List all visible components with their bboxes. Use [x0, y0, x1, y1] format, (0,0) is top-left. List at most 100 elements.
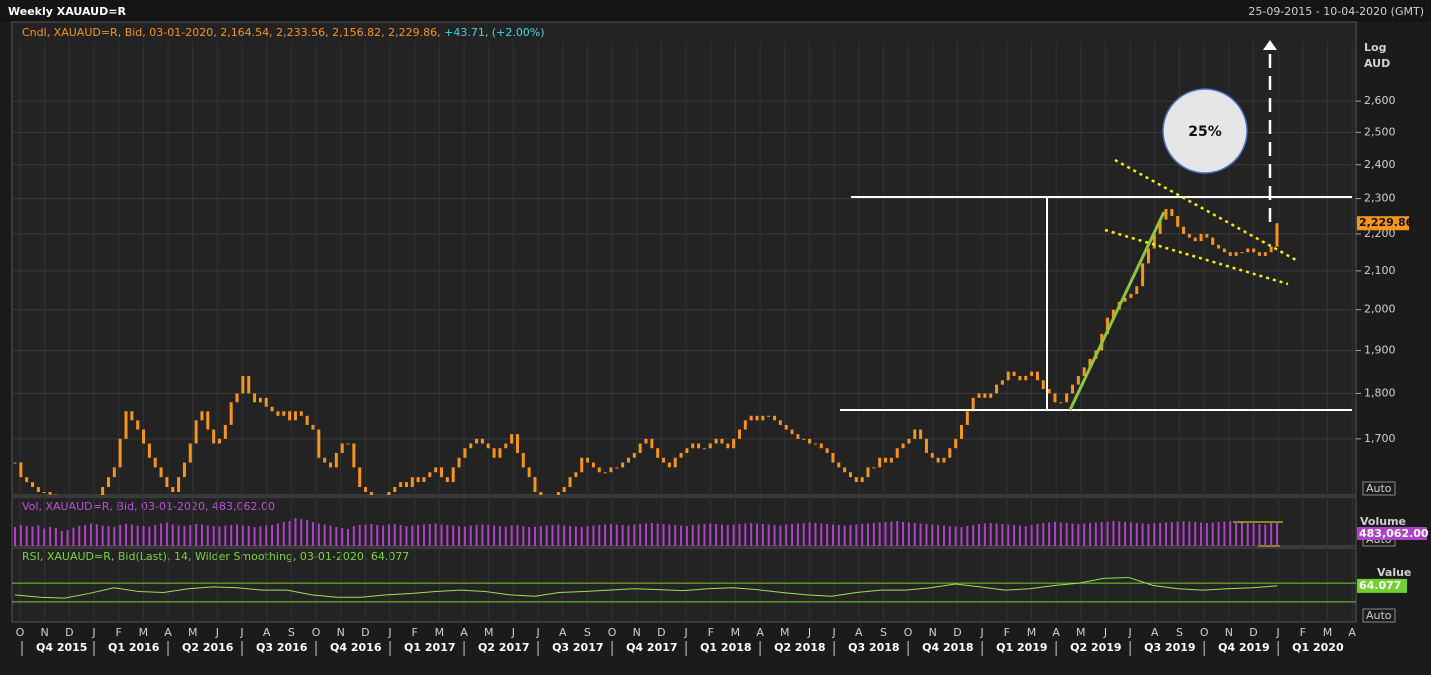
candle	[434, 467, 438, 473]
month-label: A	[855, 626, 863, 639]
candle	[697, 443, 701, 449]
candle	[936, 457, 940, 463]
candle	[42, 491, 46, 493]
candle	[1176, 216, 1180, 227]
volume-bar	[522, 526, 525, 546]
volume-bar	[1118, 521, 1121, 546]
legend-change: +43.71, (+2.00%)	[444, 26, 544, 39]
month-label: O	[16, 626, 25, 639]
candle	[1141, 263, 1145, 287]
candle	[872, 467, 876, 469]
auto-label[interactable]: Auto	[1366, 482, 1392, 495]
candle	[13, 462, 17, 464]
candle	[194, 420, 198, 444]
volume-bar	[966, 526, 969, 546]
volume-bar	[1159, 523, 1162, 546]
month-label: J	[1103, 626, 1107, 639]
arrow-head	[1263, 40, 1277, 50]
volume-bar	[569, 526, 572, 546]
month-label: M	[731, 626, 741, 639]
candle	[1275, 223, 1279, 247]
auto-label[interactable]: Auto	[1366, 609, 1392, 622]
volume-bar	[855, 524, 858, 546]
volume-bar	[1083, 523, 1086, 546]
candle	[504, 443, 508, 449]
volume-bar	[878, 522, 881, 546]
volume-bar	[195, 524, 198, 546]
volume-bar	[498, 526, 501, 546]
volume-bar	[136, 525, 139, 546]
candle	[241, 375, 245, 394]
quarter-label: Q1 2019	[996, 641, 1047, 654]
volume-bar	[428, 524, 431, 546]
volume-bar	[1211, 522, 1214, 546]
candle	[469, 443, 473, 449]
volume-bar	[989, 523, 992, 546]
candle	[159, 467, 163, 478]
target-label: 25%	[1188, 124, 1222, 140]
candle	[901, 443, 905, 449]
date-range: 25-09-2015 - 10-04-2020 (GMT)	[1248, 5, 1424, 18]
candle	[743, 420, 747, 430]
auto-button[interactable]	[1362, 608, 1396, 623]
volume-bar	[995, 523, 998, 546]
auto-button[interactable]	[1362, 481, 1396, 496]
y-tick-label: 1,900	[1364, 343, 1396, 356]
candle	[329, 462, 332, 468]
candle	[486, 443, 490, 449]
month-label: A	[263, 626, 271, 639]
candle	[1199, 233, 1203, 242]
last-price-label: 2,229.86	[1359, 216, 1414, 229]
volume-bar	[960, 527, 963, 546]
volume-bar	[919, 523, 922, 546]
volume-bar	[1194, 522, 1197, 546]
candle	[831, 452, 835, 463]
candle	[282, 411, 286, 416]
volume-bar	[720, 524, 723, 546]
volume-bar	[224, 525, 227, 546]
volume-bar	[645, 523, 647, 546]
candle	[358, 467, 362, 488]
candle	[1123, 297, 1127, 302]
candle	[182, 462, 186, 478]
candle	[597, 467, 601, 473]
volume-bar	[592, 525, 595, 546]
volume-bar	[1182, 521, 1185, 546]
candle	[177, 477, 181, 492]
volume-bar	[1100, 522, 1103, 546]
volume-bar	[861, 524, 864, 546]
quarter-label: Q2 2016	[182, 641, 234, 654]
volume-bar	[761, 524, 764, 546]
candle	[948, 448, 952, 458]
volume-bar	[31, 526, 34, 546]
volume-bar	[925, 524, 928, 546]
volume-bar	[25, 526, 28, 546]
volume-bar	[796, 523, 799, 546]
month-label: D	[953, 626, 961, 639]
candle	[475, 438, 479, 444]
candle	[971, 397, 975, 412]
candle	[1111, 309, 1115, 318]
quarter-label: Q2 2017	[478, 641, 529, 654]
candle	[323, 457, 327, 463]
volume-bar	[271, 525, 274, 546]
volume-bar	[481, 524, 484, 546]
rsi-panel	[11, 547, 1357, 623]
volume-bar	[1077, 524, 1080, 546]
volume-bar	[259, 526, 262, 546]
candle	[404, 482, 408, 488]
volume-bar	[1170, 522, 1173, 546]
volume-bar	[814, 523, 817, 546]
candle	[825, 448, 829, 453]
candle	[1129, 293, 1133, 298]
volume-bar	[656, 523, 659, 546]
volume-bar	[376, 525, 379, 546]
volume-bar	[282, 522, 285, 546]
month-label: J	[387, 626, 391, 639]
volume-bar	[1018, 525, 1021, 546]
volume-bar	[528, 527, 531, 546]
volume-bar	[177, 525, 180, 546]
volume-bar	[370, 524, 373, 546]
volume-bar	[276, 523, 279, 546]
volume-bar	[417, 525, 420, 546]
